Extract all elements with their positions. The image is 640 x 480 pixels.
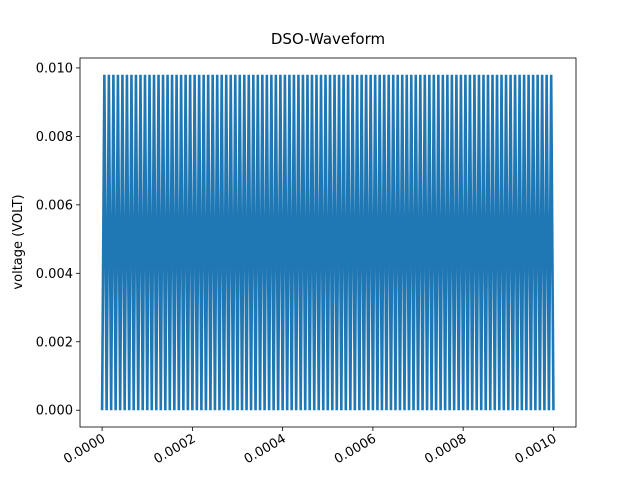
x-tick-label: 0.0000 [61, 431, 108, 467]
chart-title: DSO-Waveform [271, 30, 385, 48]
y-tick-label: 0.000 [36, 404, 73, 419]
x-tick-label: 0.0004 [242, 431, 289, 467]
y-tick-label: 0.010 [36, 61, 73, 76]
plot-frame [79, 57, 577, 428]
y-axis-label: voltage (VOLT) [11, 194, 26, 289]
y-tick-label: 0.004 [36, 267, 73, 282]
x-tick-label: 0.0010 [513, 431, 560, 467]
x-tick-label: 0.0006 [332, 431, 379, 467]
x-tick-label: 0.0002 [151, 431, 198, 467]
y-tick-label: 0.008 [36, 130, 73, 145]
y-tick-label: 0.002 [36, 335, 73, 350]
y-tick-label: 0.006 [36, 198, 73, 213]
waveform-line [100, 74, 555, 411]
x-tick-label: 0.0008 [422, 431, 469, 467]
